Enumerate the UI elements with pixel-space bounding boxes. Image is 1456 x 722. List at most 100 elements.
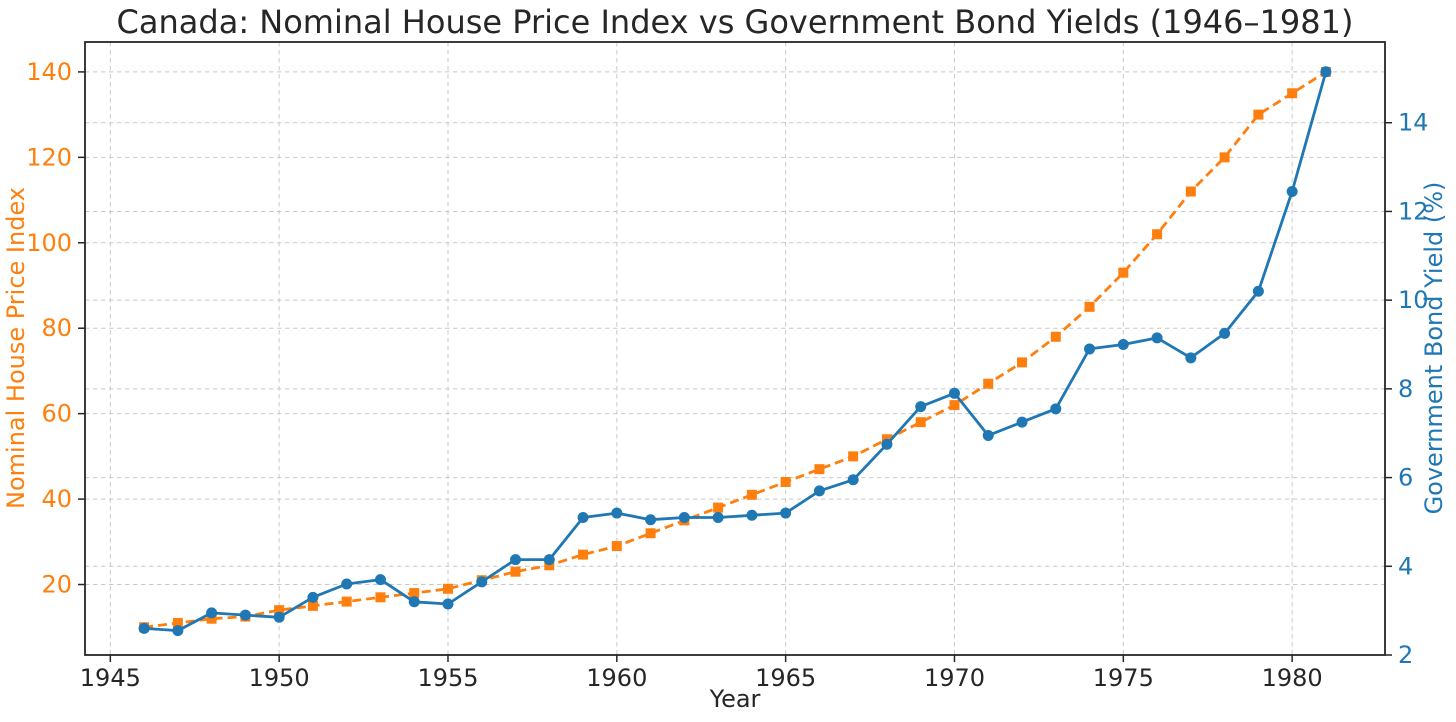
- data-point-marker: [1151, 332, 1163, 344]
- series-line: [144, 71, 1328, 632]
- x-tick-label: 1975: [1093, 664, 1154, 692]
- x-tick-label: 1970: [924, 664, 985, 692]
- left-y-tick-label: 140: [26, 58, 72, 86]
- right-y-tick-label: 10: [1398, 286, 1429, 314]
- y-axis-label-right: Government Bond Yield (%): [1420, 182, 1448, 515]
- left-y-tick-label: 60: [41, 400, 72, 428]
- data-point-marker: [544, 560, 555, 571]
- tick-labels-layer: 1945 1950 1955 1960 1965 1970 1975 1980 20 40 60 80…: [26, 58, 1428, 692]
- x-tick-label: 1945: [80, 664, 141, 692]
- data-point-marker: [813, 485, 825, 497]
- data-point-marker: [341, 596, 352, 607]
- data-point-marker: [780, 476, 791, 487]
- series-bond-yield: [138, 66, 1332, 637]
- right-y-tick-label: 2: [1398, 641, 1413, 669]
- left-y-tick-label: 80: [41, 314, 72, 342]
- data-point-marker: [510, 554, 522, 566]
- x-axis-label: Year: [709, 685, 761, 713]
- data-point-marker: [746, 489, 757, 500]
- data-point-marker: [577, 511, 589, 523]
- data-point-marker: [1253, 109, 1264, 120]
- data-point-marker: [274, 605, 285, 616]
- data-point-marker: [847, 474, 859, 486]
- series-line: [143, 70, 1327, 629]
- right-y-tick-label: 12: [1398, 197, 1429, 225]
- x-tick-label: 1980: [1262, 664, 1323, 692]
- data-point-marker: [409, 588, 420, 599]
- data-point-marker: [848, 451, 859, 462]
- data-point-marker: [307, 591, 319, 603]
- right-y-tick-label: 4: [1398, 552, 1413, 580]
- data-point-marker: [375, 592, 386, 603]
- data-point-marker: [543, 554, 555, 566]
- data-point-marker: [949, 400, 960, 411]
- x-tick-label: 1955: [417, 664, 478, 692]
- data-point-marker: [138, 622, 150, 634]
- data-point-marker: [1084, 343, 1096, 355]
- data-point-marker: [1117, 339, 1129, 351]
- data-point-marker: [442, 583, 453, 594]
- data-point-marker: [1016, 416, 1028, 428]
- data-point-marker: [814, 464, 825, 475]
- data-point-marker: [982, 429, 994, 441]
- data-point-marker: [678, 511, 690, 523]
- data-point-marker: [239, 609, 251, 621]
- data-point-marker: [206, 607, 218, 619]
- right-y-tick-label: 14: [1398, 109, 1429, 137]
- data-point-marker: [408, 596, 420, 608]
- ticks-layer: [78, 71, 1392, 662]
- data-point-marker: [1084, 301, 1095, 312]
- chart-title: Canada: Nominal House Price Index vs Gov…: [117, 3, 1354, 41]
- data-point-marker: [1320, 66, 1332, 78]
- data-point-marker: [1050, 331, 1061, 342]
- plot-border: [84, 41, 1386, 656]
- y-axis-label-left: Nominal House Price Index: [2, 187, 30, 509]
- x-tick-label: 1965: [755, 664, 816, 692]
- data-point-marker: [1286, 185, 1298, 197]
- data-point-marker: [746, 509, 758, 521]
- data-point-marker: [948, 387, 960, 399]
- data-point-marker: [1185, 186, 1196, 197]
- data-point-marker: [1152, 229, 1163, 240]
- data-point-marker: [983, 378, 994, 389]
- data-point-marker: [578, 549, 589, 560]
- data-point-marker: [713, 502, 724, 513]
- left-y-tick-label: 40: [41, 485, 72, 513]
- right-y-tick-label: 6: [1398, 464, 1413, 492]
- data-point-marker: [1219, 152, 1230, 163]
- data-point-marker: [915, 417, 926, 428]
- data-point-marker: [341, 578, 353, 590]
- data-point-marker: [476, 576, 488, 588]
- data-point-marker: [1185, 352, 1197, 364]
- data-point-marker: [510, 566, 521, 577]
- series-layer: [138, 66, 1332, 637]
- left-y-tick-label: 120: [26, 143, 72, 171]
- data-point-marker: [645, 528, 656, 539]
- data-point-marker: [1017, 357, 1028, 368]
- data-point-marker: [1252, 285, 1264, 297]
- series-house-price-index: [139, 66, 1331, 633]
- data-point-marker: [611, 541, 622, 552]
- data-point-marker: [273, 611, 285, 623]
- data-point-marker: [712, 511, 724, 523]
- right-y-tick-label: 8: [1398, 375, 1413, 403]
- data-point-marker: [611, 507, 623, 519]
- data-point-marker: [1219, 327, 1231, 339]
- data-point-marker: [1118, 267, 1129, 278]
- data-point-marker: [307, 600, 318, 611]
- left-y-tick-label: 20: [41, 571, 72, 599]
- left-y-tick-label: 100: [26, 229, 72, 257]
- data-point-marker: [206, 613, 217, 624]
- data-point-marker: [172, 625, 184, 637]
- gridlines: [85, 42, 1385, 656]
- data-point-marker: [780, 507, 792, 519]
- data-point-marker: [442, 598, 454, 610]
- data-point-marker: [645, 514, 657, 526]
- data-point-marker: [172, 617, 183, 628]
- data-point-marker: [374, 574, 386, 586]
- data-point-marker: [881, 438, 893, 450]
- data-point-marker: [915, 401, 927, 413]
- x-tick-label: 1960: [586, 664, 647, 692]
